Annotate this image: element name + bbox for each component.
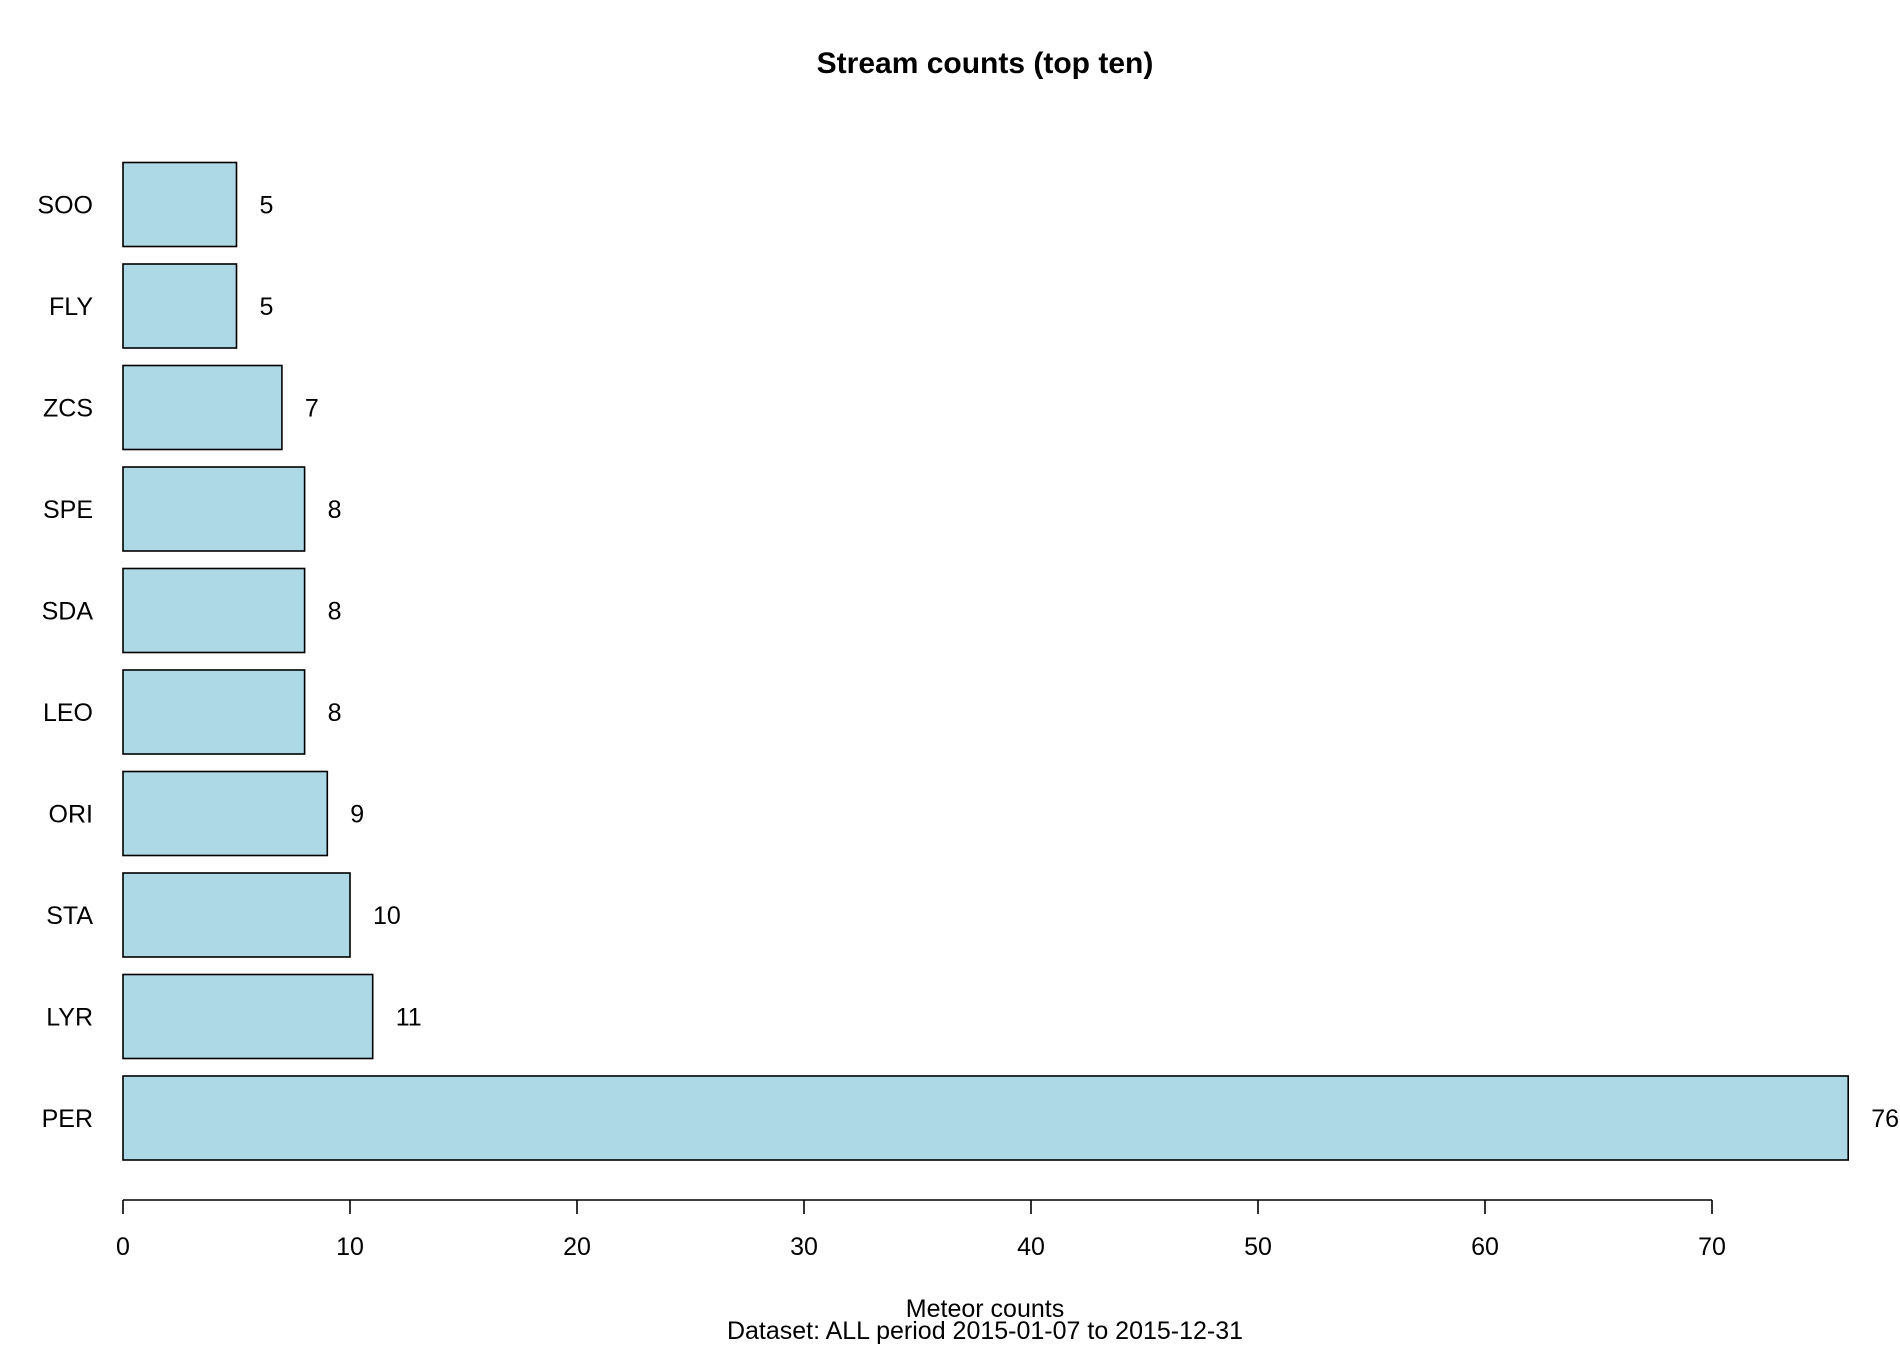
value-label-sta: 10 <box>373 902 401 930</box>
chart-title: Stream counts (top ten) <box>817 47 1154 80</box>
value-label-sda: 8 <box>328 598 342 626</box>
x-tick-label-50: 50 <box>1244 1233 1272 1261</box>
value-label-zcs: 7 <box>305 395 319 423</box>
category-label-sta: STA <box>46 902 93 930</box>
bar-leo <box>122 669 306 755</box>
x-tick-label-40: 40 <box>1017 1233 1045 1261</box>
value-label-ori: 9 <box>350 801 364 829</box>
bar-spe <box>122 466 306 552</box>
x-axis: 0 10 20 30 40 50 60 70 <box>116 1199 1726 1261</box>
value-label-leo: 8 <box>328 699 342 727</box>
x-tick-label-60: 60 <box>1471 1233 1499 1261</box>
x-tick-label-20: 20 <box>563 1233 591 1261</box>
category-label-zcs: ZCS <box>43 395 93 423</box>
category-label-lyr: LYR <box>46 1004 93 1032</box>
x-axis-title: Meteor counts <box>906 1295 1064 1323</box>
category-label-spe: SPE <box>43 496 93 524</box>
x-tick-label-0: 0 <box>116 1233 130 1261</box>
x-tick-label-70: 70 <box>1698 1233 1726 1261</box>
category-label-ori: ORI <box>49 801 93 829</box>
category-label-soo: SOO <box>37 192 93 220</box>
category-label-fly: FLY <box>49 293 93 321</box>
category-label-per: PER <box>42 1105 93 1133</box>
value-label-fly: 5 <box>260 293 274 321</box>
value-label-soo: 5 <box>260 192 274 220</box>
bar-zcs <box>122 364 283 451</box>
value-label-per: 76 <box>1871 1105 1899 1133</box>
category-label-sda: SDA <box>42 598 94 626</box>
bar-per <box>122 1075 1849 1161</box>
category-label-leo: LEO <box>43 699 93 727</box>
bar-sda <box>122 567 306 654</box>
x-tick-label-30: 30 <box>790 1233 818 1261</box>
bar-lyr <box>122 973 374 1060</box>
bar-ori <box>122 770 329 857</box>
value-label-lyr: 11 <box>396 1004 422 1032</box>
dataset-subtitle: Dataset: ALL period 2015-01-07 to 2015-1… <box>727 1317 1243 1345</box>
bar-fly <box>122 263 238 349</box>
value-label-spe: 8 <box>328 496 342 524</box>
x-tick-label-10: 10 <box>336 1233 364 1261</box>
bar-sta <box>122 872 351 958</box>
bar-soo <box>122 161 238 248</box>
bars-layer: PER 76 LYR 11 STA 10 ORI 9 LEO 8 SDA 8 SPE 8 ZCS 7 FLY 5 S… <box>37 161 1899 1161</box>
